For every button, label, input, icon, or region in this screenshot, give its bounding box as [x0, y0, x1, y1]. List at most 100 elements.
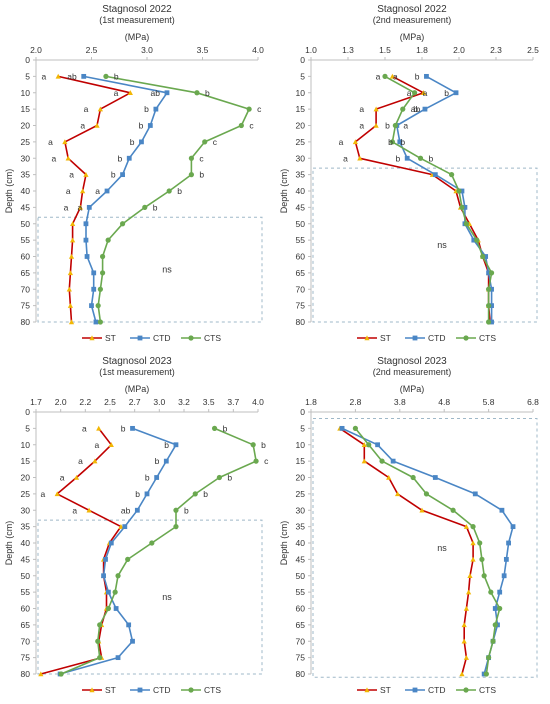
- data-point-cts: [480, 253, 486, 260]
- data-point-st: [66, 286, 72, 292]
- data-point-ctd: [422, 106, 428, 112]
- data-point-cts: [379, 458, 385, 464]
- data-point-ctd: [93, 319, 99, 325]
- data-point-ctd: [115, 655, 121, 661]
- data-point-cts: [105, 237, 111, 243]
- data-point-st: [86, 507, 92, 513]
- significance-letter: b: [111, 170, 116, 180]
- y-tick-label: 0: [25, 55, 30, 65]
- legend-label-cts: CTS: [479, 333, 496, 343]
- y-tick-label: 65: [296, 620, 306, 630]
- ns-label: ns: [162, 265, 172, 275]
- data-point-cts: [486, 286, 492, 292]
- significance-letter: a: [339, 137, 344, 147]
- x-tick-label: 3.0: [153, 397, 165, 407]
- data-point-st: [463, 524, 469, 529]
- y-tick-label: 35: [21, 522, 31, 532]
- y-axis-label: Depth (cm): [4, 169, 14, 214]
- significance-letter: b: [177, 186, 182, 196]
- series-line-st: [40, 427, 122, 675]
- data-point-cts: [488, 270, 495, 276]
- y-tick-label: 40: [296, 538, 306, 548]
- data-point-cts: [105, 605, 111, 612]
- data-point-cts: [477, 540, 483, 546]
- data-point-cts: [382, 73, 388, 79]
- significance-letter: a: [84, 104, 89, 114]
- legend-label-cts: CTS: [479, 685, 496, 695]
- data-point-ctd: [497, 589, 503, 595]
- significance-letter: b: [385, 121, 390, 131]
- data-point-st: [386, 474, 392, 480]
- significance-letter: b: [444, 88, 449, 98]
- significance-letter: a: [407, 88, 412, 98]
- legend-marker-cts: [463, 335, 469, 341]
- data-point-cts: [490, 638, 496, 644]
- significance-letter: a: [343, 153, 348, 163]
- data-point-ctd: [459, 188, 465, 194]
- y-tick-label: 20: [21, 473, 31, 483]
- data-point-cts: [392, 122, 398, 129]
- data-point-st: [373, 122, 379, 128]
- data-point-cts: [456, 188, 462, 194]
- x-tick-label: 3.5: [197, 45, 209, 55]
- data-point-cts: [246, 106, 252, 112]
- data-point-ctd: [432, 172, 438, 178]
- chart-panel-2023-2nd: Stagnosol 2023 (2nd measurement) (MPa) 1.8 2…: [275, 352, 550, 704]
- data-point-cts: [100, 253, 106, 260]
- data-point-ctd: [83, 221, 89, 227]
- data-point-st: [118, 524, 124, 529]
- significance-letter: a: [376, 71, 381, 81]
- y-tick-label: 65: [21, 268, 31, 278]
- y-tick-label: 75: [21, 301, 31, 311]
- significance-letter: a: [423, 88, 428, 98]
- data-point-st: [461, 622, 467, 628]
- data-point-cts: [488, 589, 494, 595]
- significance-letter: a: [80, 121, 85, 131]
- data-point-ctd: [503, 556, 509, 562]
- y-tick-label: 80: [296, 669, 306, 679]
- y-tick-label: 60: [21, 252, 31, 262]
- data-point-cts: [389, 139, 395, 145]
- series-line-ctd: [59, 427, 177, 675]
- significance-letter: b: [114, 71, 119, 81]
- data-point-cts: [58, 671, 64, 677]
- y-tick-label: 15: [296, 104, 306, 114]
- data-point-ctd: [486, 270, 491, 276]
- data-point-ctd: [489, 303, 494, 309]
- x-tick-label: 1.7: [30, 397, 42, 407]
- y-tick-label: 30: [296, 153, 306, 163]
- ns-region-box: [312, 167, 538, 323]
- data-point-cts: [412, 90, 418, 96]
- data-point-cts: [173, 507, 179, 513]
- x-tick-label: 4.0: [252, 397, 264, 407]
- data-point-ctd: [126, 622, 132, 628]
- chart-title: Stagnosol 2022: [102, 4, 172, 15]
- data-point-st: [463, 655, 469, 660]
- y-tick-label: 50: [296, 571, 306, 581]
- y-tick-label: 60: [296, 604, 306, 614]
- chart-subtitle: (1st measurement): [99, 367, 175, 377]
- x-tick-label: 3.8: [394, 397, 406, 407]
- chart-subtitle: (2nd measurement): [373, 367, 452, 377]
- x-tick-label: 3.2: [178, 397, 190, 407]
- significance-letter: b: [153, 202, 158, 212]
- significance-letter: b: [223, 423, 228, 433]
- y-tick-label: 20: [21, 121, 31, 131]
- data-point-st: [68, 319, 75, 325]
- significance-letter: a: [41, 71, 46, 81]
- y-tick-label: 80: [21, 669, 31, 679]
- data-point-ctd: [83, 237, 89, 243]
- data-point-st: [466, 589, 472, 595]
- chart-title: Stagnosol 2022: [377, 4, 447, 15]
- series-line-st: [354, 75, 491, 323]
- significance-letter: ab: [67, 71, 77, 81]
- significance-letter: b: [395, 153, 400, 163]
- data-point-ctd: [424, 73, 429, 79]
- significance-letter: c: [264, 456, 269, 466]
- data-point-cts: [481, 573, 487, 579]
- x-tick-label: 1.0: [305, 45, 317, 55]
- ns-label: ns: [437, 240, 447, 250]
- data-point-cts: [253, 458, 259, 464]
- y-tick-label: 45: [296, 554, 306, 564]
